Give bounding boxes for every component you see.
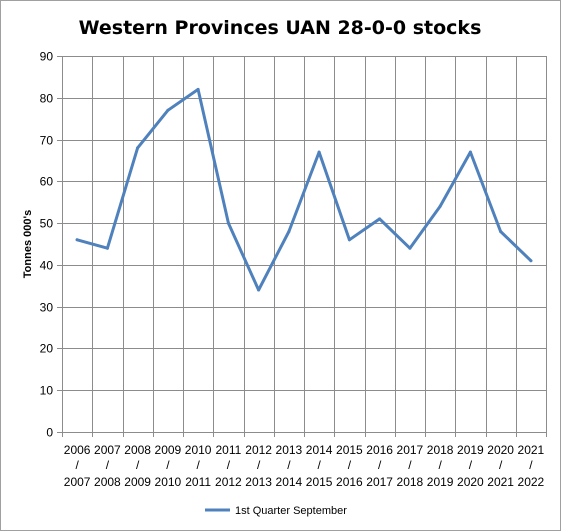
x-tick-label-top: 2010 xyxy=(185,443,212,457)
x-tick-label-sep: / xyxy=(408,458,412,472)
x-tick-label-bottom: 2019 xyxy=(427,475,454,489)
y-tick-label: 60 xyxy=(40,175,54,189)
y-axis-label: Tonnes 000's xyxy=(22,210,34,278)
x-tick-label-bottom: 2018 xyxy=(397,475,424,489)
x-tick-label-bottom: 2008 xyxy=(94,475,121,489)
x-tick-label-top: 2018 xyxy=(427,443,454,457)
x-tick-label-top: 2013 xyxy=(276,443,303,457)
data-point xyxy=(529,259,533,263)
x-tick-label-sep: / xyxy=(75,458,79,472)
data-point xyxy=(166,108,170,112)
x-tick-label-top: 2007 xyxy=(94,443,121,457)
x-tick-label-sep: / xyxy=(287,458,291,472)
x-tick-label-sep: / xyxy=(438,458,442,472)
x-tick-label-top: 2017 xyxy=(397,443,424,457)
x-tick-label-bottom: 2013 xyxy=(245,475,272,489)
x-tick-label-top: 2011 xyxy=(215,443,241,457)
y-tick-label: 70 xyxy=(40,134,54,148)
x-tick-label-bottom: 2022 xyxy=(518,475,545,489)
data-point xyxy=(196,87,200,91)
data-point xyxy=(468,150,472,154)
y-tick-label: 0 xyxy=(46,426,53,440)
axes xyxy=(57,56,546,433)
x-tick-label-bottom: 2010 xyxy=(155,475,182,489)
x-tick-label-top: 2008 xyxy=(124,443,151,457)
y-tick-label: 80 xyxy=(40,92,54,106)
data-point xyxy=(347,238,351,242)
chart-title: Western Provinces UAN 28-0-0 stocks xyxy=(79,17,482,39)
x-tick-label-bottom: 2017 xyxy=(366,475,393,489)
y-tick-label: 50 xyxy=(40,217,54,231)
x-tick-label-bottom: 2016 xyxy=(336,475,363,489)
series-layer xyxy=(75,87,533,292)
x-tick-label-bottom: 2011 xyxy=(185,475,211,489)
x-tick-label-top: 2014 xyxy=(306,443,333,457)
legend-label: 1st Quarter September xyxy=(235,505,347,517)
x-tick-label-sep: / xyxy=(257,458,261,472)
y-tick-label: 10 xyxy=(40,384,54,398)
x-tick-label-top: 2016 xyxy=(366,443,393,457)
x-tick-label-sep: / xyxy=(196,458,200,472)
x-tick-label-sep: / xyxy=(348,458,352,472)
data-point xyxy=(408,246,412,250)
x-axis-tick-labels: 2006/20072007/20082008/20092009/20102010… xyxy=(64,443,545,489)
data-point xyxy=(136,146,140,150)
series-line xyxy=(75,87,533,292)
x-tick-label-sep: / xyxy=(136,458,140,472)
x-tick-label-sep: / xyxy=(499,458,503,472)
x-tick-label-sep: / xyxy=(317,458,321,472)
x-tick-label-bottom: 2020 xyxy=(457,475,484,489)
x-tick-label-bottom: 2021 xyxy=(487,475,514,489)
y-axis-tick-labels: 0 10 20 30 40 50 60 70 80 90 xyxy=(40,50,54,440)
x-tick-label-bottom: 2015 xyxy=(306,475,333,489)
x-tick-label-sep: / xyxy=(378,458,382,472)
x-tick-label-bottom: 2007 xyxy=(64,475,91,489)
x-tick-label-sep: / xyxy=(166,458,170,472)
x-tick-label-top: 2006 xyxy=(64,443,91,457)
x-tick-label-bottom: 2009 xyxy=(124,475,151,489)
y-tick-label: 30 xyxy=(40,301,54,315)
legend: 1st Quarter September xyxy=(205,505,347,517)
x-tick-label-top: 2015 xyxy=(336,443,363,457)
data-point xyxy=(378,217,382,221)
x-tick-label-top: 2020 xyxy=(487,443,514,457)
x-tick-label-sep: / xyxy=(106,458,110,472)
y-tick-label: 20 xyxy=(40,342,54,356)
x-tick-label-bottom: 2012 xyxy=(215,475,242,489)
x-tick-label-top: 2019 xyxy=(457,443,484,457)
data-point xyxy=(257,288,261,292)
data-point xyxy=(499,230,503,233)
data-point xyxy=(438,204,442,208)
x-tick-label-top: 2009 xyxy=(155,443,182,457)
data-point xyxy=(317,150,321,154)
data-point xyxy=(105,246,109,250)
data-point xyxy=(75,238,79,242)
x-tick-label-top: 2021 xyxy=(518,443,545,457)
x-tick-label-sep: / xyxy=(227,458,231,472)
x-tick-label-top: 2012 xyxy=(245,443,272,457)
data-point xyxy=(287,230,291,233)
data-point xyxy=(226,221,230,225)
y-tick-label: 90 xyxy=(40,50,54,64)
x-tick-label-sep: / xyxy=(529,458,533,472)
x-tick-label-sep: / xyxy=(469,458,473,472)
y-tick-label: 40 xyxy=(40,259,54,273)
x-tick-label-bottom: 2014 xyxy=(276,475,303,489)
